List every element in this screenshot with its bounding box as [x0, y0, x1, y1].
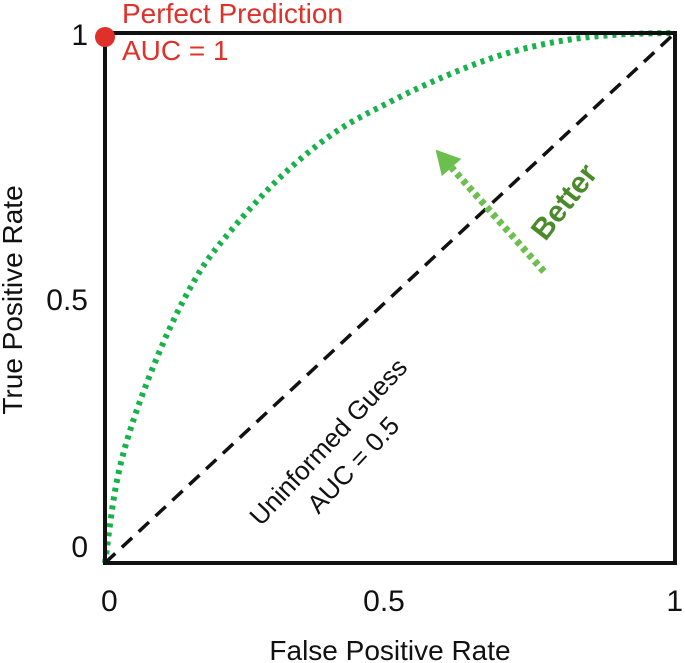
x-tick-label: 1 [666, 585, 683, 618]
uninformed-annotation: Uninformed Guess AUC = 0.5 [243, 352, 413, 531]
better-label: Better [525, 158, 605, 247]
x-tick-label: 0 [101, 585, 118, 618]
y-tick-label: 0.5 [46, 284, 88, 317]
diagonal-line [103, 31, 677, 565]
y-tick-label: 1 [71, 19, 88, 52]
plot-frame [103, 31, 677, 565]
plot-marks [102, 30, 677, 565]
better-arrow-head [435, 149, 462, 177]
perfect-prediction-label: Perfect Prediction [122, 0, 343, 29]
y-tick-label: 0 [71, 531, 88, 564]
perfect-auc-label: AUC = 1 [122, 35, 229, 66]
x-axis-label: False Positive Rate [269, 635, 510, 663]
x-tick-label: 0.5 [363, 585, 405, 618]
roc-curve-line [102, 30, 676, 564]
perfect-prediction-point [95, 27, 115, 47]
tick-labels: 0 0.5 1 0 0.5 1 [46, 19, 683, 618]
y-axis-label: True Positive Rate [0, 185, 28, 414]
